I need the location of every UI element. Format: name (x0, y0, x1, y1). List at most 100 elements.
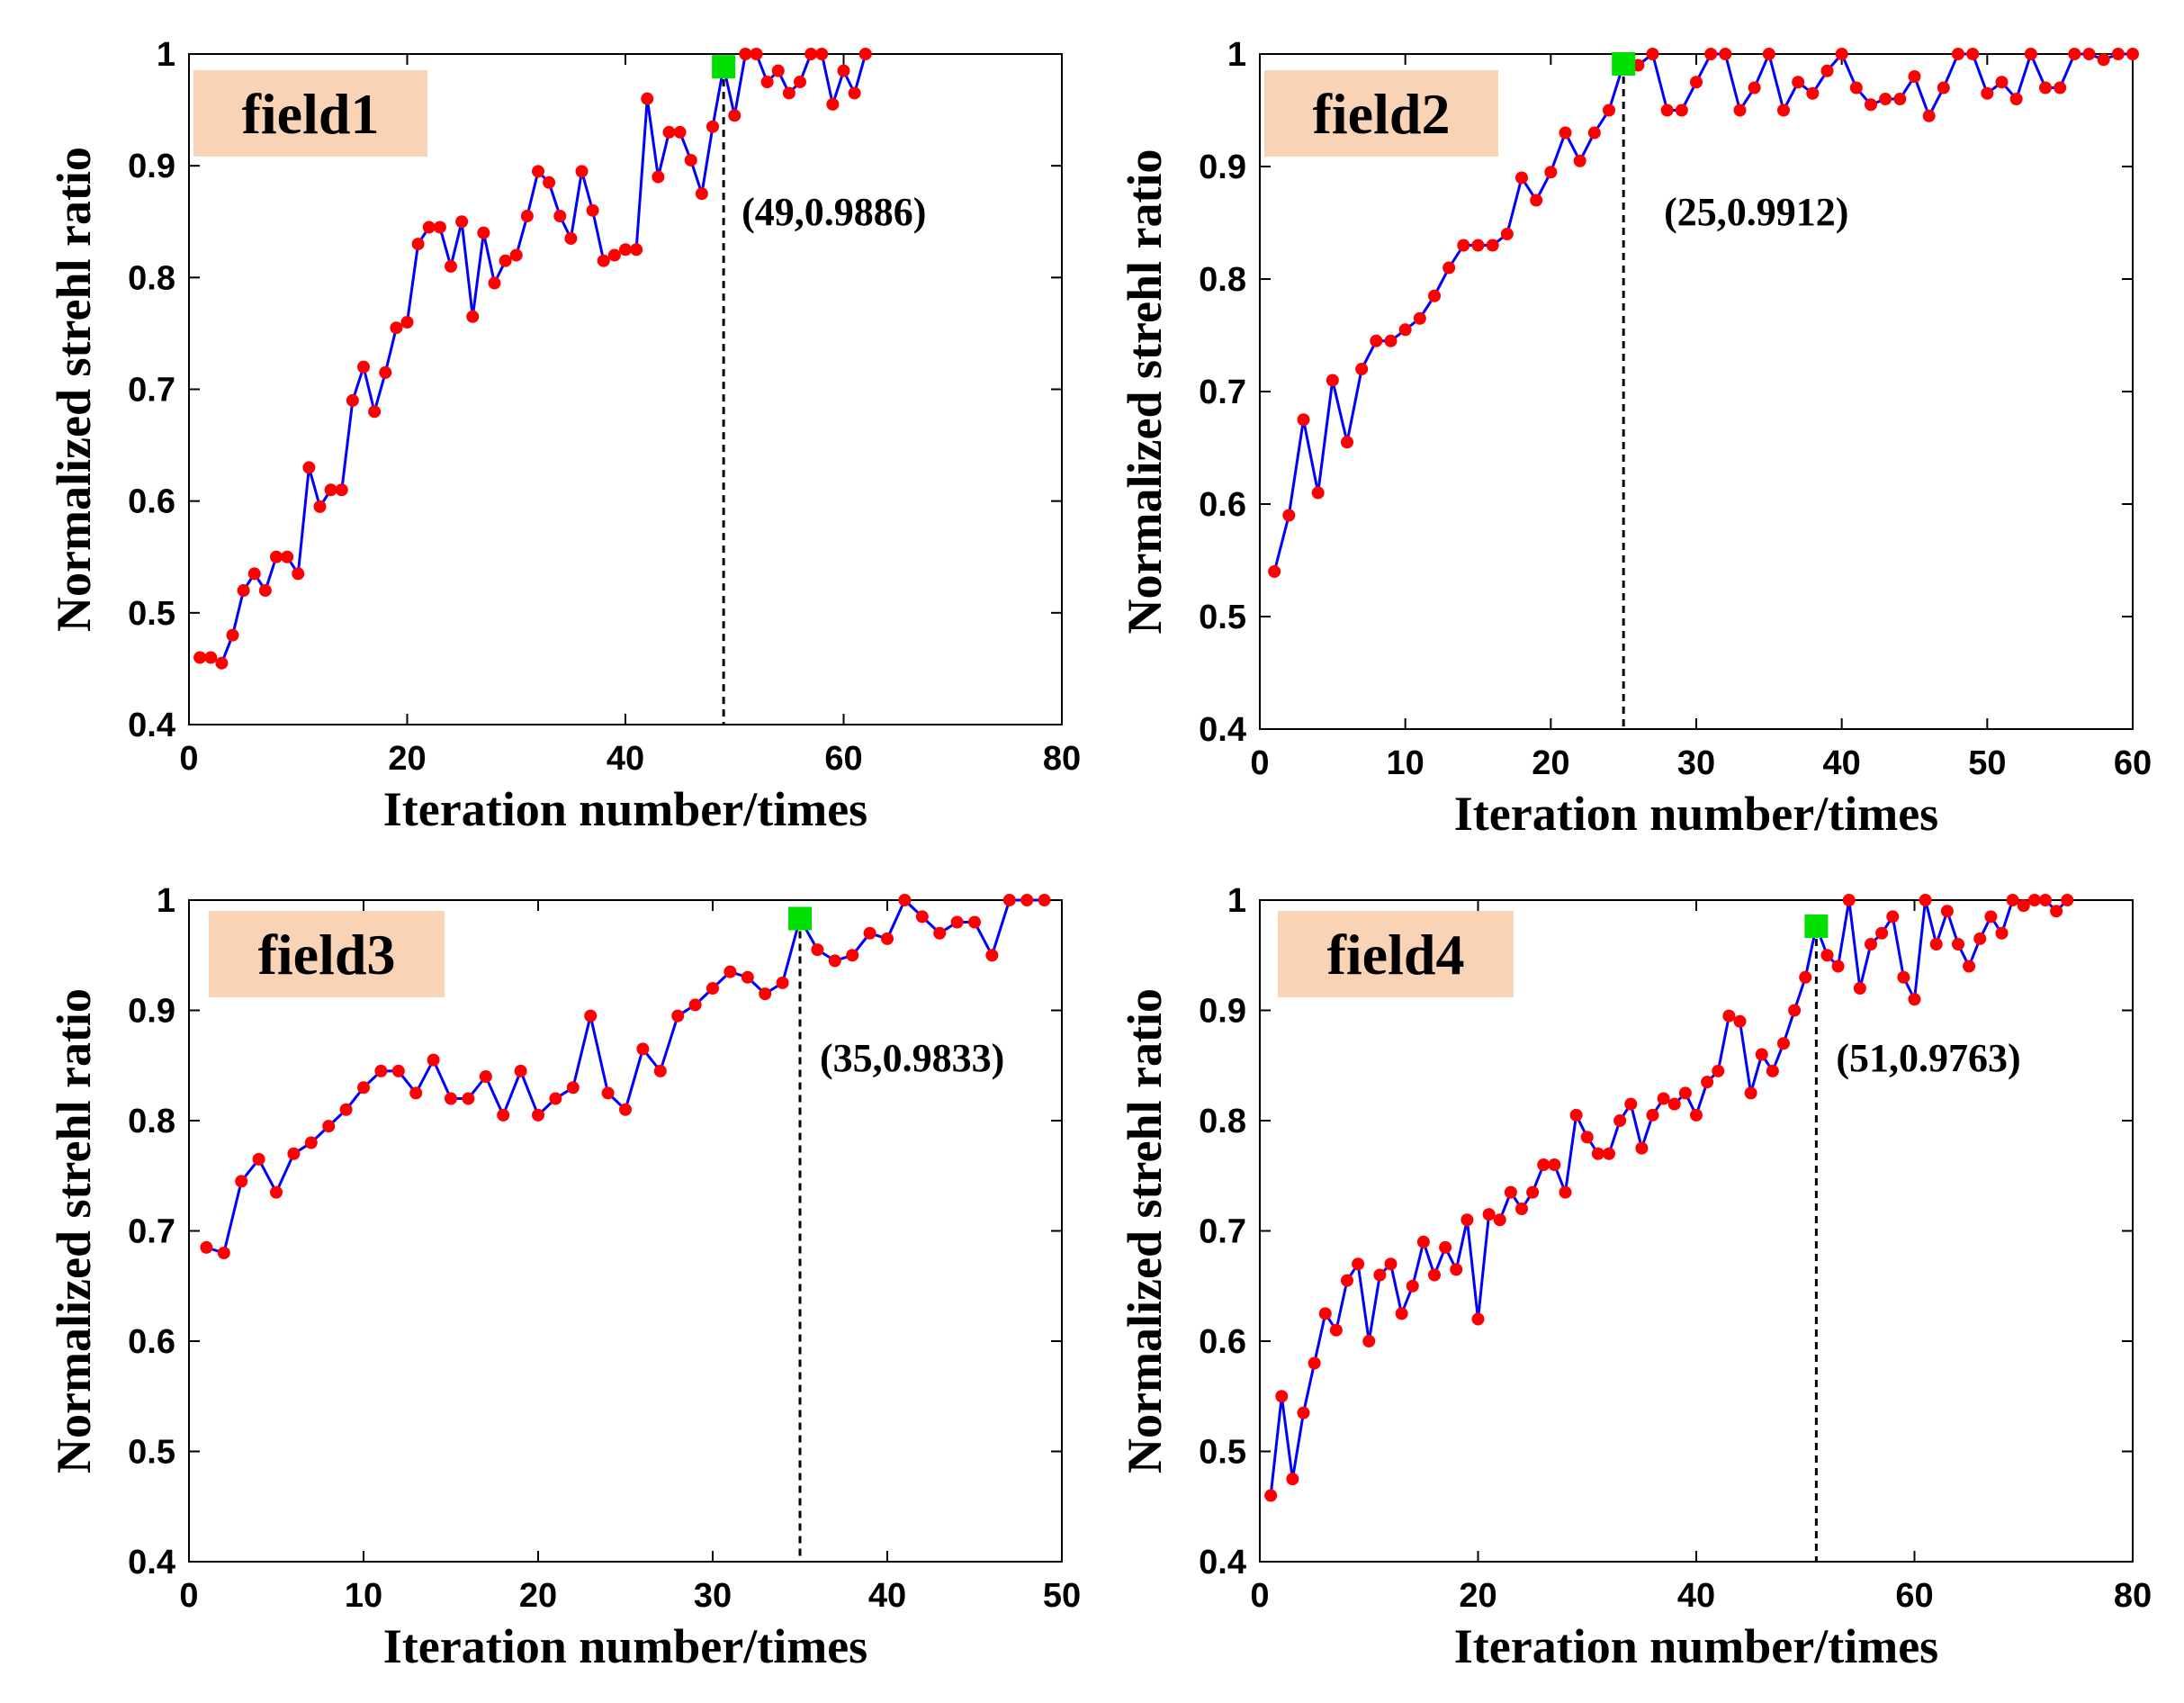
data-point (1500, 228, 1514, 240)
y-tick-label: 0.4 (1199, 711, 1246, 749)
data-point (1613, 1114, 1627, 1127)
y-tick-label: 0.4 (1199, 1544, 1246, 1581)
data-point (193, 651, 207, 664)
y-axis-label: Normalized strehl ratio (1118, 149, 1172, 635)
y-tick-label: 0.7 (128, 372, 175, 410)
data-point (1329, 1323, 1343, 1337)
data-point (1373, 1268, 1387, 1282)
data-point (597, 254, 610, 267)
data-point (950, 915, 964, 929)
data-point (427, 1053, 440, 1067)
data-point (532, 165, 544, 178)
data-point (1762, 48, 1775, 60)
data-point (636, 1042, 650, 1056)
data-point (1919, 894, 1932, 906)
data-point (1722, 1009, 1736, 1023)
data-point (837, 64, 850, 77)
x-tick-label: 40 (1823, 744, 1861, 782)
y-tick-label: 0.4 (128, 707, 175, 744)
data-point (750, 48, 763, 60)
data-point (575, 165, 589, 178)
data-point (2097, 53, 2110, 67)
field-label: field4 (1327, 923, 1465, 987)
data-point (662, 125, 676, 139)
data-point (258, 584, 272, 597)
data-point (374, 1064, 388, 1077)
data-point (1820, 949, 1834, 962)
data-point (1712, 1064, 1725, 1077)
x-tick-label: 80 (2114, 1577, 2152, 1615)
data-point (235, 1175, 248, 1188)
data-point (782, 86, 795, 100)
x-tick-label: 60 (2114, 744, 2152, 782)
data-point (509, 248, 523, 262)
data-point (1690, 76, 1703, 89)
x-tick-label: 60 (1895, 1577, 1933, 1615)
data-point (1908, 993, 1921, 1006)
data-point (237, 584, 250, 597)
y-tick-label: 1 (157, 36, 175, 74)
data-point (1398, 323, 1412, 337)
data-point (226, 628, 239, 642)
data-point (1282, 509, 1296, 522)
data-point (760, 76, 774, 89)
x-tick-label: 60 (824, 740, 862, 778)
data-point (2126, 48, 2139, 60)
data-point (2061, 894, 2074, 906)
data-point (1526, 1185, 1540, 1199)
data-point (863, 926, 876, 940)
field-label-box (193, 70, 427, 157)
data-point (826, 97, 840, 111)
plot-area (1259, 53, 2134, 730)
x-tick-label: 0 (1250, 1577, 1269, 1615)
data-point (1471, 239, 1485, 252)
x-axis-label: Iteration number/times (383, 782, 867, 836)
data-point (2068, 48, 2081, 60)
data-point (1806, 86, 1820, 100)
y-tick-label: 0.8 (128, 1103, 175, 1140)
x-tick-label: 80 (1043, 740, 1081, 778)
panel-field1: 0 20 40 60 80 0.4 0.5 0.6 0.7 0.8 0.9 1 Iteration nu… (47, 36, 1081, 836)
y-tick-label: 0.5 (128, 1434, 175, 1472)
data-point (466, 310, 480, 323)
panel-field3: 0 10 20 30 40 50 0.4 0.5 0.6 0.7 0.8 0.9 1 Iteration … (47, 882, 1081, 1673)
data-point (739, 48, 752, 60)
data-point (324, 483, 337, 497)
data-point (304, 1136, 318, 1149)
data-point (1311, 486, 1325, 500)
data-point (1748, 81, 1761, 95)
y-tick-label: 0.9 (128, 993, 175, 1031)
data-point (794, 76, 806, 89)
data-point (1384, 334, 1398, 347)
data-point (1733, 104, 1747, 117)
y-tick-label: 0.4 (128, 1544, 175, 1581)
data-point (543, 176, 556, 189)
data-point (586, 203, 599, 217)
y-tick-label: 0.5 (1199, 1434, 1246, 1472)
y-axis-label: Normalized strehl ratio (1118, 988, 1172, 1473)
data-point (553, 210, 567, 223)
data-point (1544, 166, 1558, 179)
x-tick-label: 10 (345, 1577, 382, 1615)
data-point (400, 316, 414, 329)
y-tick-label: 0.9 (1199, 149, 1246, 186)
data-point (1002, 894, 1016, 906)
x-tick-label: 20 (519, 1577, 557, 1615)
y-tick-label: 0.5 (1199, 599, 1246, 636)
data-point (1849, 81, 1863, 95)
highlight-annotation: (51,0.9763) (1836, 1036, 2020, 1080)
y-tick-label: 0.6 (1199, 1323, 1246, 1361)
data-point (1275, 1390, 1289, 1403)
data-point (1603, 1147, 1615, 1160)
data-point (532, 1108, 544, 1122)
data-point (1308, 1356, 1321, 1370)
data-point (1603, 104, 1615, 117)
y-tick-label: 0.5 (128, 595, 175, 633)
data-point (287, 1147, 301, 1160)
y-axis-label: Normalized strehl ratio (47, 988, 101, 1473)
data-point (357, 1081, 370, 1095)
x-tick-label: 20 (1459, 1577, 1496, 1615)
data-point (549, 1092, 562, 1105)
data-point (1929, 938, 1943, 951)
data-point (1660, 104, 1674, 117)
